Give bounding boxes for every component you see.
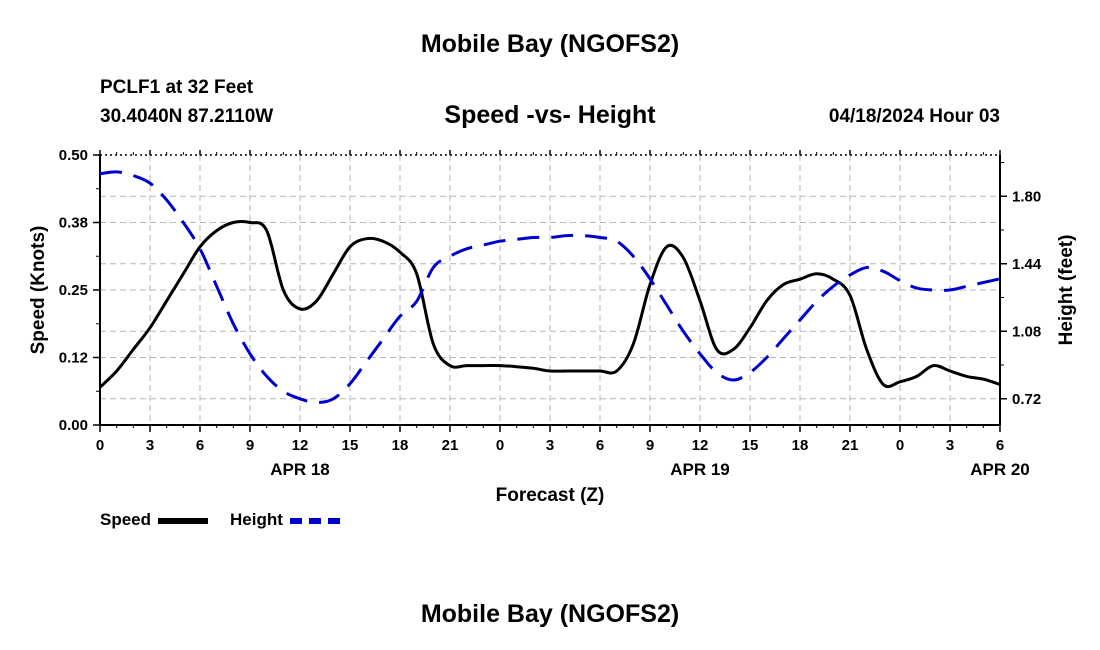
forecast-datetime: 04/18/2024 Hour 03 (828, 106, 1000, 127)
x-tick-label: 6 (596, 437, 604, 454)
y-tick-label: 0.25 (59, 282, 88, 299)
x-tick-label: 15 (742, 437, 759, 454)
x-tick-label: 9 (246, 437, 254, 454)
x-tick-label: 9 (646, 437, 654, 454)
y-tick-label: 0.38 (59, 215, 88, 232)
x-date-label: APR 20 (970, 460, 1030, 479)
x-tick-label: 15 (342, 437, 359, 454)
series-line-speed (98, 220, 1001, 389)
y2-tick-label: 1.80 (1012, 188, 1041, 205)
x-tick-label: 0 (496, 437, 504, 454)
station-label: PCLF1 at 32 Feet (100, 77, 254, 98)
x-tick-label: 18 (792, 437, 809, 454)
x-tick-label: 21 (442, 437, 459, 454)
x-tick-label: 0 (896, 437, 904, 454)
footer-title: Mobile Bay (NGOFS2) (420, 600, 680, 628)
legend-height: Height (230, 510, 340, 530)
y-axis-title: Speed (Knots) (28, 226, 49, 355)
y2-axis-title: Height (feet) (1056, 235, 1077, 346)
x-tick-label: 3 (946, 437, 954, 454)
x-tick-label: 6 (196, 437, 204, 454)
y-tick-label: 0.12 (59, 350, 88, 367)
x-date-label: APR 18 (270, 460, 330, 479)
x-tick-label: 12 (692, 437, 709, 454)
chart-title: Mobile Bay (NGOFS2) (420, 30, 680, 58)
legend-height-label: Height (230, 510, 283, 529)
y2-tick-label: 0.72 (1012, 391, 1041, 408)
chart-subtitle: Speed -vs- Height (444, 101, 656, 129)
x-tick-label: 3 (546, 437, 554, 454)
x-tick-label: 21 (842, 437, 859, 454)
legend-height-swatch (289, 517, 340, 524)
x-tick-label: 12 (292, 437, 309, 454)
legend-speed-swatch (157, 517, 208, 524)
y2-tick-label: 1.44 (1012, 256, 1042, 273)
y-tick-label: 0.00 (59, 417, 88, 434)
legend-speed-label: Speed (100, 510, 152, 529)
series-line-height (99, 170, 1001, 404)
legend-speed: Speed (100, 510, 208, 530)
x-tick-label: 6 (996, 437, 1004, 454)
x-tick-label: 18 (392, 437, 409, 454)
y2-tick-label: 1.08 (1012, 323, 1041, 340)
station-coordinates: 30.4040N 87.2110W (100, 106, 274, 127)
x-axis-title: Forecast (Z) (496, 485, 605, 506)
y-tick-label: 0.50 (59, 147, 88, 164)
x-date-label: APR 19 (670, 460, 730, 479)
x-tick-label: 0 (96, 437, 104, 454)
x-tick-label: 3 (146, 437, 154, 454)
